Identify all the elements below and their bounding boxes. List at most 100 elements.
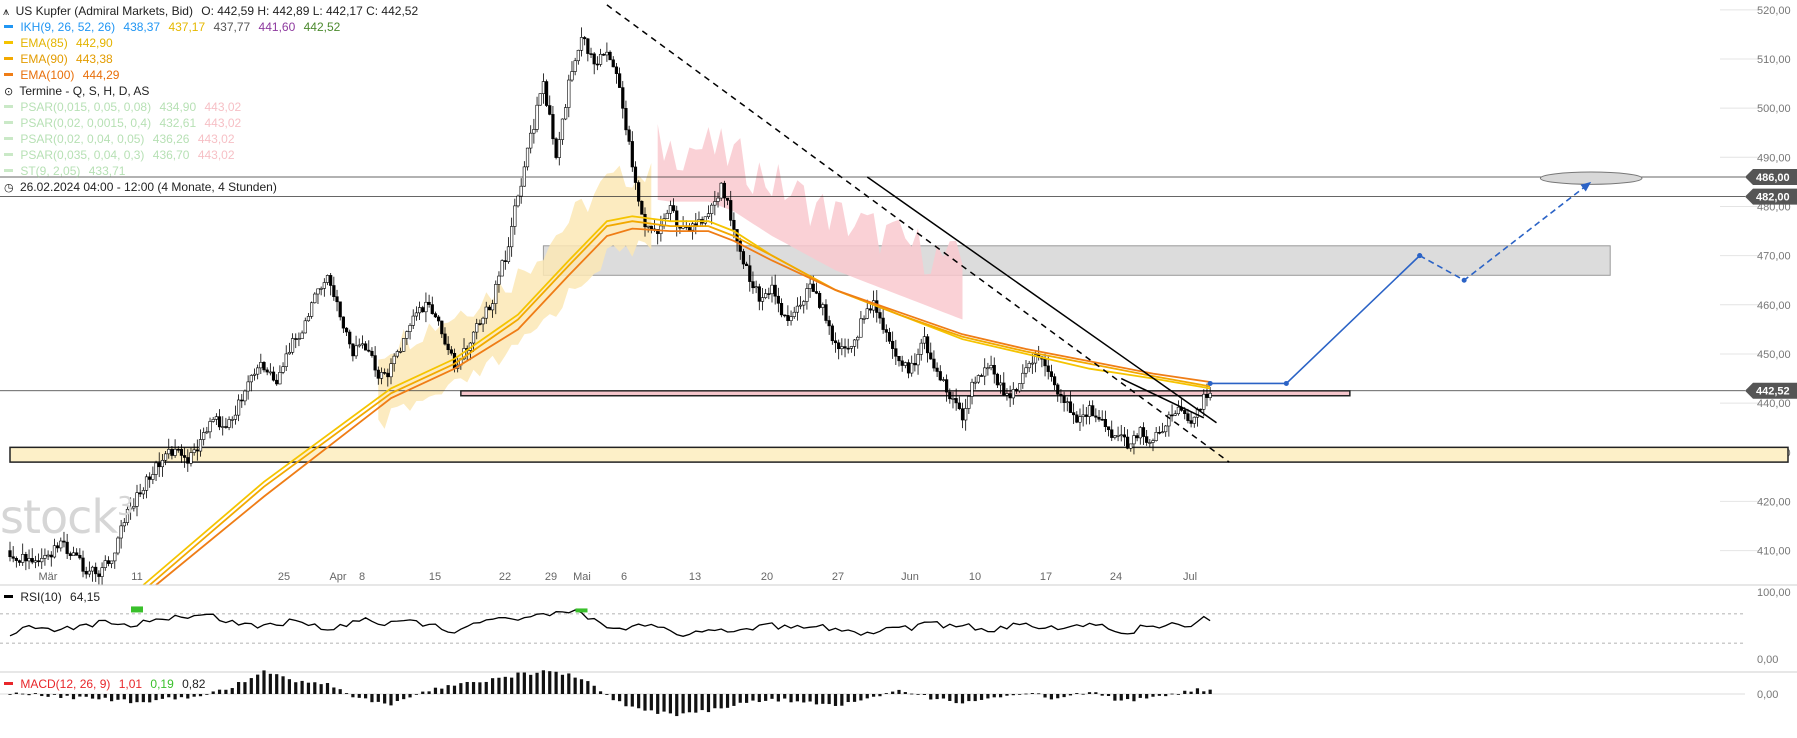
trendline <box>606 4 1230 463</box>
ema85-line <box>142 215 1211 586</box>
candle-body <box>275 379 279 385</box>
ikh-value: 442,52 <box>303 20 341 34</box>
macd-bar <box>897 689 901 694</box>
macd-bar <box>243 682 247 694</box>
candle-body <box>760 297 765 302</box>
candle-body <box>62 540 66 543</box>
candle-body <box>935 367 939 372</box>
macd-bar <box>135 694 139 703</box>
candle-body <box>960 408 965 421</box>
macd-bar <box>383 694 387 704</box>
candle-body <box>595 63 599 66</box>
candle-body <box>529 132 533 149</box>
logo-text: stock <box>0 490 118 544</box>
candle-body <box>122 522 126 527</box>
stock3-logo: stock3 <box>0 490 134 544</box>
projection-point <box>1461 277 1467 283</box>
candle-body <box>814 291 819 294</box>
macd-bar <box>1145 694 1149 699</box>
y-tick-label: 410,00 <box>1757 546 1791 558</box>
y-tick-label: 440,00 <box>1757 398 1791 410</box>
candle-body <box>583 37 587 40</box>
macd-bar <box>598 691 603 694</box>
macd-bar <box>141 694 145 703</box>
macd-bar <box>78 694 82 697</box>
candle-body <box>1116 435 1120 437</box>
candle-body <box>560 118 565 140</box>
macd-bar <box>967 694 971 702</box>
macd-bar <box>211 691 215 694</box>
candle-body <box>100 567 104 577</box>
candle-body <box>1002 382 1006 396</box>
candle-body <box>1091 405 1095 417</box>
macd-bar <box>167 694 171 698</box>
candle-body <box>237 399 241 416</box>
candle-body <box>1154 432 1158 441</box>
candle-body <box>452 352 457 369</box>
candle-body <box>738 240 742 252</box>
candle-body <box>195 449 199 452</box>
candle-body <box>36 560 41 563</box>
macd-bar <box>510 677 514 694</box>
macd-bar <box>389 694 393 706</box>
macd-bar <box>579 679 584 694</box>
candle-body <box>954 398 958 404</box>
macd-bar <box>478 682 482 694</box>
candle-body <box>1119 434 1123 437</box>
candle-body <box>1208 392 1212 398</box>
y-tick-label: 510,00 <box>1757 54 1791 66</box>
macd-bar <box>516 672 520 694</box>
candle-body <box>887 332 892 342</box>
candle-body <box>81 557 85 572</box>
ohlc-values: O: 442,59 H: 442,89 L: 442,17 C: 442,52 <box>201 4 419 18</box>
candle-body <box>1100 418 1104 421</box>
candle-body <box>300 332 304 339</box>
macd-bar <box>529 674 533 694</box>
candle-body <box>646 225 650 228</box>
candle-body <box>1145 436 1149 443</box>
candle-body <box>767 293 771 295</box>
candle-body <box>773 284 777 297</box>
macd-bar <box>268 673 272 694</box>
macd-bar <box>764 694 768 701</box>
ikh-name: IKH(9, 26, 52, 26) <box>20 20 116 34</box>
macd-bar <box>1024 693 1028 695</box>
macd-bar <box>1094 692 1098 694</box>
candle-body <box>1059 393 1063 397</box>
candle-body <box>281 366 285 373</box>
macd-bar <box>446 685 450 694</box>
candle-body <box>865 308 869 319</box>
candle-body <box>643 213 647 228</box>
candle-body <box>110 560 114 564</box>
macd-bar <box>624 694 628 707</box>
macd-bar <box>802 694 806 703</box>
x-tick-label: 17 <box>1040 571 1052 583</box>
rsi-overbought-mark <box>131 606 143 613</box>
candle-body <box>497 275 501 285</box>
x-tick-label: Mai <box>573 571 591 583</box>
macd-bar <box>706 694 711 713</box>
candle-body <box>252 373 257 376</box>
x-tick-label: Jul <box>1183 571 1197 583</box>
macd-bar <box>859 694 863 701</box>
macd-bar <box>1195 688 1200 694</box>
macd-bar <box>605 694 609 695</box>
candle-body <box>986 367 990 370</box>
candle-body <box>1202 393 1206 410</box>
ikh-value: 437,17 <box>168 20 206 34</box>
ikh-swatch-icon <box>4 24 13 28</box>
macd-bar <box>922 694 926 695</box>
price-label: 486,00 <box>1756 172 1790 184</box>
macd-bar <box>554 671 558 694</box>
macd-bar <box>84 694 88 697</box>
candle-body <box>268 371 272 374</box>
legend-termine: ⊙ Termine - Q, S, H, D, AS <box>3 83 418 99</box>
y-tick-label: 520,00 <box>1757 5 1791 17</box>
macd-bar <box>789 694 793 703</box>
macd-bar <box>491 678 495 694</box>
candle-body <box>52 545 57 558</box>
psar-swatch-icon <box>4 104 13 108</box>
price-label-bg <box>1745 168 1797 185</box>
macd-bar <box>1018 694 1022 695</box>
